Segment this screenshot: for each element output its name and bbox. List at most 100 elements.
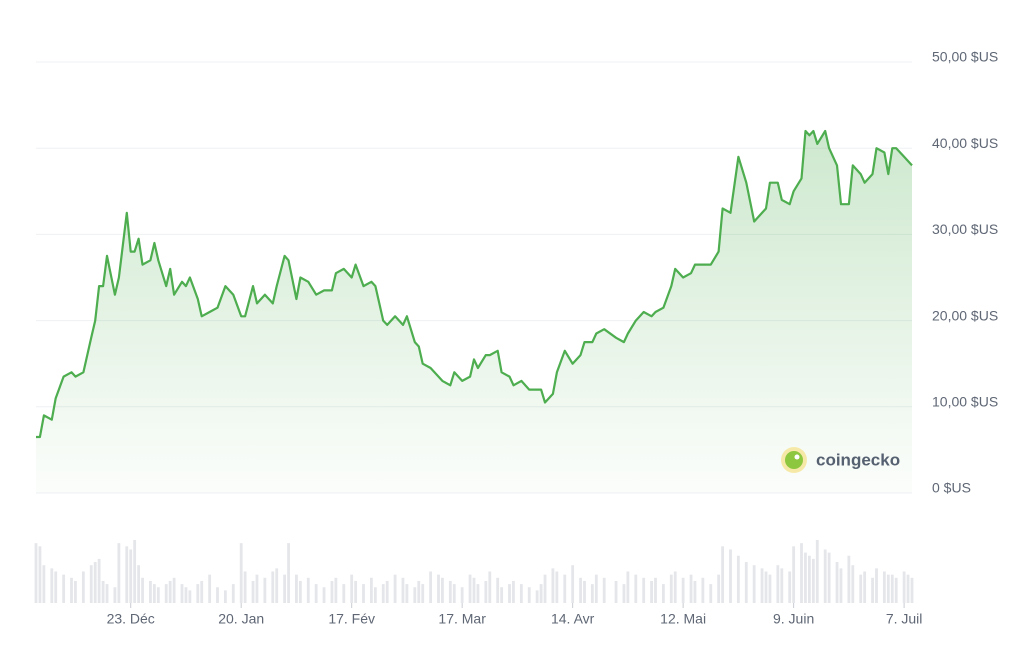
volume-bar [362, 584, 365, 603]
volume-bar [500, 587, 504, 603]
volume-bar [839, 568, 843, 603]
volume-bar [894, 577, 898, 603]
volume-bar [385, 580, 389, 603]
volume-bar [283, 574, 286, 603]
volume-bar [662, 584, 665, 603]
volume-bar [910, 577, 914, 603]
volume-bar [764, 571, 768, 603]
volume-bar [370, 577, 373, 603]
volume-bar [216, 587, 219, 603]
volume-bar [421, 584, 425, 603]
volume-bar [239, 543, 243, 603]
logo-face [785, 451, 803, 469]
volume-bar [81, 571, 85, 603]
volume-bar [906, 574, 910, 603]
volume-bar [448, 580, 452, 603]
volume-bar [863, 571, 867, 603]
volume-bar [792, 546, 796, 603]
axes: 0 $US 10,00 $US 20,00 $US 30,00 $US 40,00 $U… [107, 49, 999, 627]
volume-bar [251, 580, 255, 603]
volume-bar [768, 574, 772, 603]
volume-bar [196, 584, 200, 603]
volume-bar [823, 549, 827, 603]
volume-bar [752, 565, 756, 603]
volume-bar [306, 577, 310, 603]
volume-bar [271, 571, 275, 603]
volume-bar [626, 571, 630, 603]
volume-bar [579, 577, 582, 603]
volume-bar [835, 562, 839, 603]
volume-bar [808, 555, 811, 603]
volume-bar [322, 587, 326, 603]
volume-bar [393, 574, 397, 603]
volume-bar [527, 587, 531, 603]
volume-bar [551, 568, 555, 603]
volume-bar [405, 584, 409, 603]
volume-bar [38, 546, 42, 603]
volume-bar [42, 565, 46, 603]
volume-bar [701, 577, 705, 603]
volume-bar [452, 584, 456, 603]
volume-bar [496, 577, 500, 603]
volume-bar [488, 571, 492, 603]
volume-bar [484, 580, 488, 603]
volume-bar [602, 577, 606, 603]
volume-bar [689, 574, 693, 603]
volume-bar [437, 574, 440, 603]
volume-bar [669, 574, 673, 603]
volume-bar [543, 574, 547, 603]
volume-bar [760, 568, 764, 603]
volume-bar [231, 584, 235, 603]
volume-bar [156, 587, 160, 603]
volume-bar [776, 565, 780, 603]
volume-bar [314, 584, 318, 603]
y-tick-label: 30,00 $US [932, 221, 998, 237]
y-tick-label: 50,00 $US [932, 49, 998, 65]
volume-bars [34, 540, 914, 603]
volume-bar [476, 584, 480, 603]
y-tick-label: 20,00 $US [932, 307, 998, 323]
volume-bar [681, 577, 685, 603]
volume-bar [780, 568, 784, 603]
volume-bar [105, 584, 109, 603]
volume-bar [137, 565, 140, 603]
volume-bar [890, 574, 894, 603]
volume-bar [74, 580, 77, 603]
volume-bar [133, 540, 137, 603]
volume-bar [89, 565, 93, 603]
volume-bar [788, 571, 792, 603]
volume-bar [590, 584, 594, 603]
volume-bar [208, 574, 212, 603]
volume-bar [287, 543, 290, 603]
volume-bar [709, 584, 713, 603]
volume-bar [744, 562, 748, 603]
logo-eye [794, 454, 800, 460]
x-tick-label: 9. Juin [773, 611, 814, 627]
volume-bar [673, 571, 677, 603]
volume-bar [563, 574, 567, 603]
volume-bar [539, 584, 543, 603]
volume-bar [429, 571, 432, 603]
volume-bar [859, 574, 863, 603]
volume-bar [583, 580, 586, 603]
volume-bar [180, 584, 184, 603]
volume-bar [401, 577, 405, 603]
volume-bar [97, 558, 101, 603]
volume-bar [125, 546, 129, 603]
volume-bar [642, 577, 646, 603]
volume-bar [117, 543, 121, 603]
volume-bar [622, 584, 626, 603]
volume-bar [141, 577, 144, 603]
volume-bar [729, 549, 732, 603]
volume-bar [275, 568, 279, 603]
volume-bar [172, 577, 176, 603]
x-tick-label: 7. Juil [886, 611, 923, 627]
volume-bar [847, 555, 851, 603]
y-tick-label: 10,00 $US [932, 394, 998, 410]
volume-bar [373, 587, 377, 603]
watermark-text: coingecko [816, 450, 900, 469]
volume-bar [62, 574, 66, 603]
volume-bar [330, 580, 334, 603]
volume-bar [54, 571, 58, 603]
volume-bar [472, 577, 476, 603]
